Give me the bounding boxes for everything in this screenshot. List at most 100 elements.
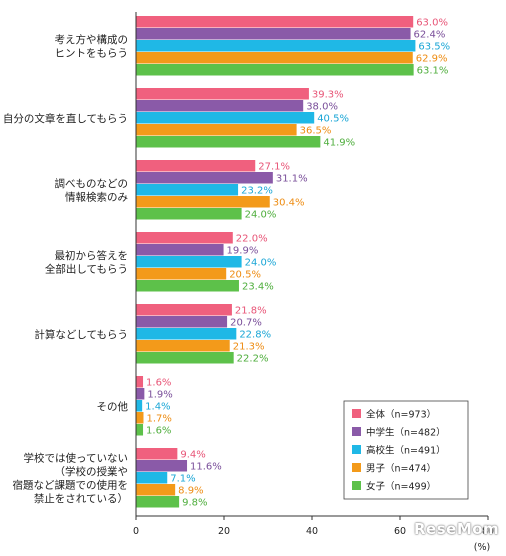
x-tick-label: 20 bbox=[218, 526, 230, 537]
value-label: 22.0% bbox=[236, 233, 268, 244]
category-label: 計算などしてもらう bbox=[34, 328, 128, 341]
bar bbox=[136, 28, 411, 40]
category-label: ヒントをもらう bbox=[55, 48, 129, 60]
x-tick-label: 0 bbox=[133, 526, 139, 537]
bar bbox=[136, 244, 224, 256]
value-label: 30.4% bbox=[273, 197, 305, 208]
bar bbox=[136, 304, 232, 316]
value-label: 21.3% bbox=[233, 341, 265, 352]
legend-swatch bbox=[352, 409, 361, 418]
legend-swatch bbox=[352, 427, 361, 436]
bar bbox=[136, 112, 315, 124]
value-label: 22.8% bbox=[239, 329, 271, 340]
x-tick-label: 40 bbox=[306, 526, 318, 537]
bar bbox=[136, 400, 143, 412]
legend-swatch bbox=[352, 445, 361, 454]
bar bbox=[136, 388, 145, 400]
bar bbox=[136, 64, 414, 76]
bar bbox=[136, 256, 242, 268]
bar bbox=[136, 328, 237, 340]
value-label: 63.1% bbox=[417, 65, 449, 76]
legend-label: 全体（n=973） bbox=[366, 409, 436, 421]
x-tick-label: 60 bbox=[394, 526, 406, 537]
bar bbox=[136, 100, 304, 112]
value-label: 62.9% bbox=[416, 53, 448, 64]
bar bbox=[136, 376, 144, 388]
value-label: 11.6% bbox=[190, 461, 222, 472]
bar bbox=[136, 52, 413, 64]
value-label: 62.4% bbox=[414, 29, 446, 40]
value-label: 20.7% bbox=[230, 317, 262, 328]
bar bbox=[136, 16, 414, 28]
value-label: 36.5% bbox=[300, 125, 332, 136]
x-axis-unit: (%) bbox=[474, 542, 490, 553]
legend-label: 女子（n=499） bbox=[366, 481, 436, 493]
value-label: 1.4% bbox=[145, 401, 170, 412]
category-label: （学校の授業や bbox=[55, 465, 129, 478]
bar bbox=[136, 484, 176, 496]
bar bbox=[136, 268, 227, 280]
value-label: 63.0% bbox=[416, 17, 448, 28]
value-label: 1.6% bbox=[146, 425, 171, 436]
bar bbox=[136, 136, 321, 148]
value-label: 22.2% bbox=[237, 353, 269, 364]
bar bbox=[136, 412, 144, 424]
category-label: 考え方や構成の bbox=[55, 33, 129, 46]
value-label: 9.4% bbox=[180, 449, 205, 460]
bar bbox=[136, 232, 233, 244]
bar bbox=[136, 424, 144, 436]
category-label: 全部出してもらう bbox=[45, 263, 128, 276]
value-label: 7.1% bbox=[170, 473, 195, 484]
value-label: 20.5% bbox=[229, 269, 261, 280]
bar bbox=[136, 340, 230, 352]
legend-label: 男子（n=474） bbox=[366, 463, 436, 475]
value-label: 38.0% bbox=[306, 101, 338, 112]
value-label: 8.9% bbox=[178, 485, 203, 496]
legend-label: 中学生（n=482） bbox=[366, 427, 446, 439]
value-label: 23.4% bbox=[242, 281, 274, 292]
bar bbox=[136, 316, 228, 328]
value-label: 1.7% bbox=[146, 413, 171, 424]
x-tick-label: 80 bbox=[482, 526, 494, 537]
bar bbox=[136, 124, 297, 136]
bar bbox=[136, 280, 239, 292]
category-label: 禁止をされている） bbox=[34, 493, 128, 505]
bar bbox=[136, 88, 309, 100]
bar bbox=[136, 184, 239, 196]
bar bbox=[136, 448, 178, 460]
value-label: 41.9% bbox=[323, 137, 355, 148]
bar bbox=[136, 40, 416, 52]
category-label: 宿題など課題での使用を bbox=[13, 479, 129, 492]
legend-swatch bbox=[352, 463, 361, 472]
value-label: 39.3% bbox=[312, 89, 344, 100]
value-label: 1.6% bbox=[146, 377, 171, 388]
category-label: 自分の文章を直してもらう bbox=[3, 112, 128, 125]
legend-box bbox=[343, 400, 469, 500]
value-label: 9.8% bbox=[182, 497, 207, 508]
bar bbox=[136, 352, 234, 364]
bar bbox=[136, 160, 256, 172]
value-label: 31.1% bbox=[276, 173, 308, 184]
value-label: 40.5% bbox=[317, 113, 349, 124]
category-label: 最初から答えを bbox=[55, 249, 129, 262]
category-label: 調べものなどの bbox=[55, 177, 129, 190]
value-label: 21.8% bbox=[235, 305, 267, 316]
category-label: その他 bbox=[97, 400, 129, 413]
bar bbox=[136, 496, 180, 508]
value-label: 24.0% bbox=[245, 257, 277, 268]
value-label: 24.0% bbox=[245, 209, 277, 220]
bar bbox=[136, 472, 168, 484]
legend-swatch bbox=[352, 481, 361, 490]
category-label: 学校では使っていない bbox=[24, 452, 128, 465]
bar bbox=[136, 460, 188, 472]
category-label: 情報検索のみ bbox=[65, 191, 128, 204]
bar bbox=[136, 172, 273, 184]
value-label: 63.5% bbox=[418, 41, 450, 52]
resemom-watermark: ReseMom bbox=[414, 520, 500, 538]
value-label: 1.9% bbox=[147, 389, 172, 400]
value-label: 27.1% bbox=[258, 161, 290, 172]
legend-label: 高校生（n=491） bbox=[366, 445, 446, 457]
bar bbox=[136, 196, 270, 208]
value-label: 23.2% bbox=[241, 185, 273, 196]
